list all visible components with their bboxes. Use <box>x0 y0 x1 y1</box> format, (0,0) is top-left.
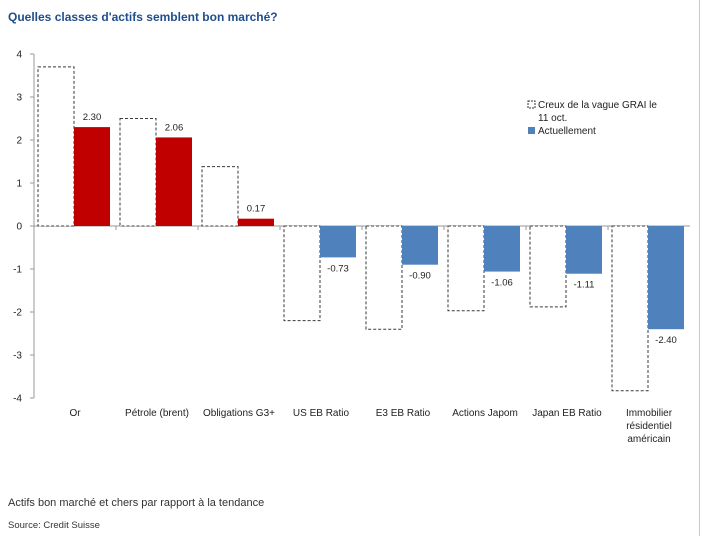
bar-current <box>648 226 684 330</box>
legend-label: Actuellement <box>538 126 596 137</box>
bar-current <box>320 226 356 258</box>
legend-label: 11 oct. <box>538 113 567 124</box>
bar-current <box>402 226 438 265</box>
bar-trough <box>201 166 239 227</box>
bar-trough <box>529 225 567 308</box>
value-label: 0.17 <box>247 204 266 215</box>
bar-current <box>156 137 192 226</box>
bar-trough <box>447 225 485 312</box>
bar-trough <box>119 118 157 227</box>
bars <box>37 66 684 392</box>
bar-trough <box>611 225 649 392</box>
chart-title: Quelles classes d'actifs semblent bon ma… <box>8 10 278 24</box>
category-label: E3 EB Ratio <box>376 408 431 419</box>
y-tick-label: 0 <box>16 222 22 233</box>
category-label: US EB Ratio <box>293 408 350 419</box>
bar-current <box>238 218 274 226</box>
category-label: Actions Japom <box>452 408 518 419</box>
y-tick-label: 1 <box>16 179 22 190</box>
frame-border <box>699 0 700 536</box>
value-label: -1.11 <box>574 280 595 291</box>
y-tick-label: 3 <box>16 93 22 104</box>
legend-swatch-trough <box>527 100 536 109</box>
value-label: 2.30 <box>83 112 102 123</box>
value-label: -0.73 <box>327 263 349 274</box>
y-tick-label: -1 <box>13 265 22 276</box>
y-tick-label: -4 <box>13 394 22 405</box>
y-tick-label: 4 <box>16 50 22 61</box>
value-label: -1.06 <box>491 278 513 289</box>
chart-caption: Actifs bon marché et chers par rapport à… <box>8 497 265 509</box>
bar-chart: 4 3 2 1 0 -1 -2 -3 -4 2.30 Or 2.06 Pétrole (brent) 0… <box>13 50 690 445</box>
labels: 2.30 Or 2.06 Pétrole (brent) 0.17 Obligations… <box>69 112 676 445</box>
category-label: Or <box>69 408 81 419</box>
value-label: 2.06 <box>165 122 184 133</box>
bar-trough <box>365 225 403 330</box>
value-label: -0.90 <box>409 271 431 282</box>
legend: Creux de la vague GRAI le 11 oct. Actuelle… <box>527 100 657 137</box>
bar-trough <box>37 66 75 227</box>
value-label: -2.40 <box>655 335 677 346</box>
legend-swatch-current <box>528 127 535 134</box>
legend-label: Creux de la vague GRAI le <box>538 100 657 111</box>
category-label: Obligations G3+ <box>203 408 275 419</box>
category-label: américain <box>627 434 670 445</box>
bar-current <box>566 226 602 274</box>
category-label: Japan EB Ratio <box>532 408 602 419</box>
bar-current <box>74 127 110 226</box>
category-label: résidentiel <box>626 421 672 432</box>
source-note: Source: Credit Suisse <box>8 520 100 531</box>
category-label: Pétrole (brent) <box>125 408 189 419</box>
bar-current <box>484 226 520 272</box>
y-tick-label: -3 <box>13 351 22 362</box>
bar-trough <box>283 225 321 322</box>
y-tick-label: -2 <box>13 308 22 319</box>
category-label: Immobilier <box>626 408 673 419</box>
y-tick-label: 2 <box>16 136 22 147</box>
